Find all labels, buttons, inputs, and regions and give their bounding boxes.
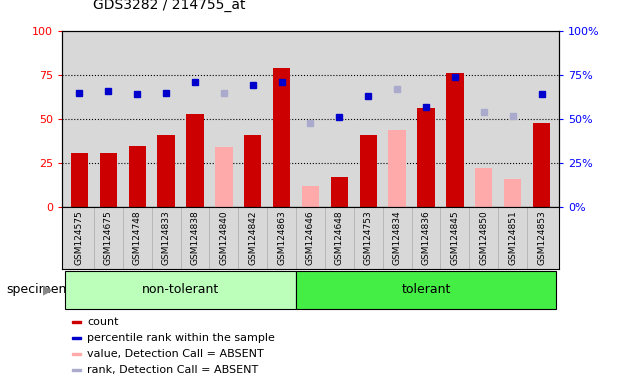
Text: GSM124748: GSM124748 bbox=[133, 210, 142, 265]
Bar bbox=[244, 135, 261, 207]
Bar bbox=[504, 179, 522, 207]
Text: GSM124845: GSM124845 bbox=[450, 210, 460, 265]
Text: GSM124853: GSM124853 bbox=[537, 210, 546, 265]
Text: count: count bbox=[87, 317, 119, 327]
Text: GSM124851: GSM124851 bbox=[508, 210, 517, 265]
Bar bbox=[446, 73, 464, 207]
Bar bbox=[129, 146, 146, 207]
Bar bbox=[71, 152, 88, 207]
Bar bbox=[417, 108, 435, 207]
Bar bbox=[302, 186, 319, 207]
Text: GSM124675: GSM124675 bbox=[104, 210, 113, 265]
Text: GSM124840: GSM124840 bbox=[219, 210, 229, 265]
Bar bbox=[72, 337, 81, 339]
Bar bbox=[475, 169, 492, 207]
Text: GSM124648: GSM124648 bbox=[335, 210, 344, 265]
Text: GSM124842: GSM124842 bbox=[248, 210, 257, 265]
Bar bbox=[72, 353, 81, 355]
Bar bbox=[72, 321, 81, 323]
Bar bbox=[186, 114, 204, 207]
Text: GSM124833: GSM124833 bbox=[161, 210, 171, 265]
Text: GDS3282 / 214755_at: GDS3282 / 214755_at bbox=[93, 0, 246, 12]
Text: GSM124838: GSM124838 bbox=[191, 210, 199, 265]
Text: GSM124575: GSM124575 bbox=[75, 210, 84, 265]
Bar bbox=[296, 271, 556, 309]
Bar bbox=[99, 152, 117, 207]
Text: GSM124836: GSM124836 bbox=[422, 210, 430, 265]
Text: rank, Detection Call = ABSENT: rank, Detection Call = ABSENT bbox=[87, 365, 258, 375]
Bar bbox=[157, 135, 175, 207]
Text: GSM124646: GSM124646 bbox=[306, 210, 315, 265]
Text: GSM124834: GSM124834 bbox=[392, 210, 402, 265]
Text: GSM124863: GSM124863 bbox=[277, 210, 286, 265]
Text: specimen: specimen bbox=[6, 283, 66, 296]
Text: tolerant: tolerant bbox=[401, 283, 451, 296]
Bar bbox=[72, 369, 81, 371]
Bar bbox=[215, 147, 232, 207]
Text: non-tolerant: non-tolerant bbox=[142, 283, 219, 296]
Bar bbox=[360, 135, 377, 207]
Bar bbox=[65, 271, 296, 309]
Text: percentile rank within the sample: percentile rank within the sample bbox=[87, 333, 275, 343]
Text: GSM124850: GSM124850 bbox=[479, 210, 488, 265]
Text: GSM124753: GSM124753 bbox=[364, 210, 373, 265]
Bar bbox=[389, 130, 406, 207]
Bar bbox=[533, 122, 550, 207]
Text: value, Detection Call = ABSENT: value, Detection Call = ABSENT bbox=[87, 349, 264, 359]
Bar bbox=[273, 68, 290, 207]
Text: ▶: ▶ bbox=[43, 283, 53, 296]
Bar bbox=[331, 177, 348, 207]
